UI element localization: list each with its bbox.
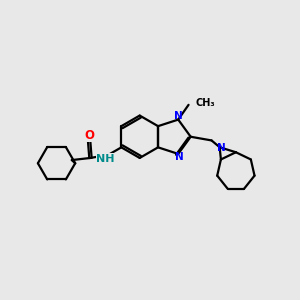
Text: N: N bbox=[174, 111, 183, 121]
Text: N: N bbox=[217, 142, 226, 152]
Text: O: O bbox=[84, 129, 94, 142]
Text: N: N bbox=[175, 152, 184, 162]
Text: CH₃: CH₃ bbox=[195, 98, 215, 108]
Text: NH: NH bbox=[96, 154, 115, 164]
